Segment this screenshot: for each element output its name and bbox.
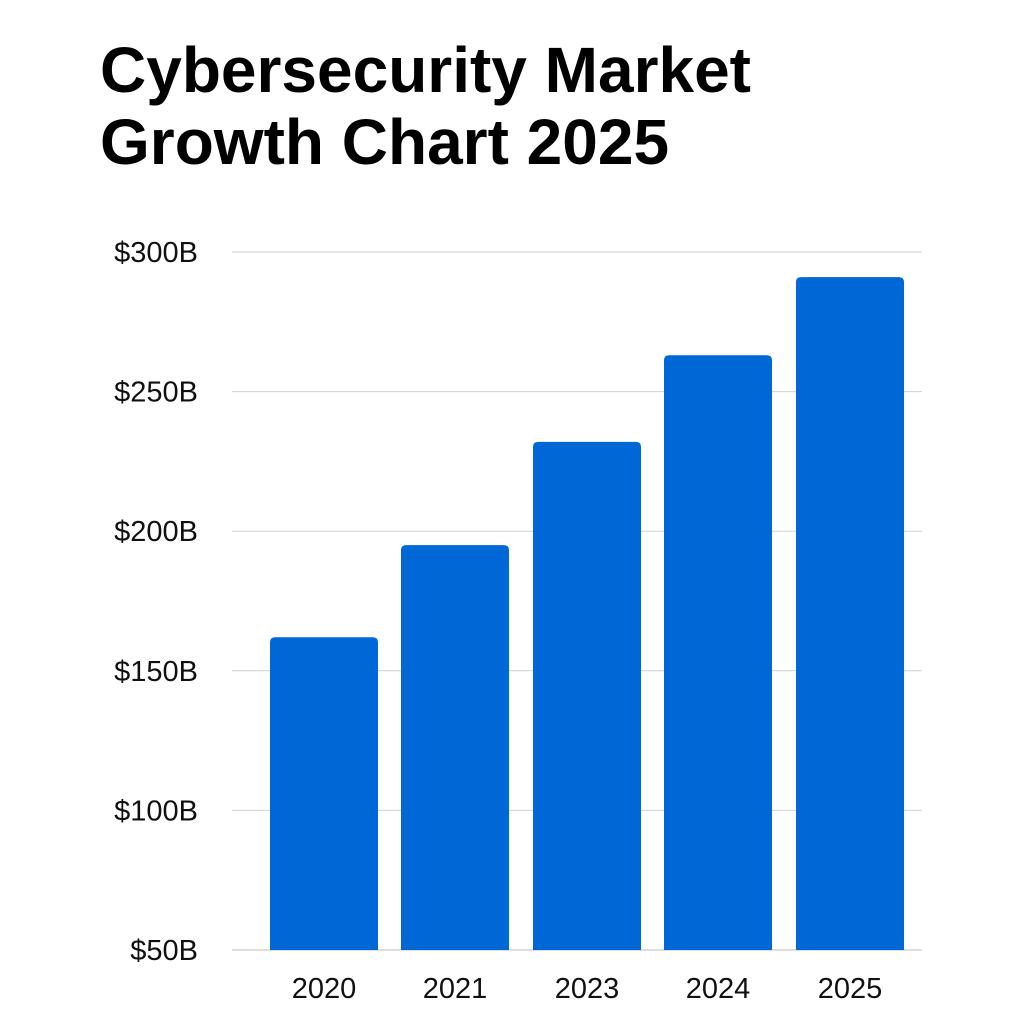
bars [270,277,904,951]
x-axis-tick-labels: 2020 2021 2023 2024 2025 [292,973,883,1005]
chart-title-line-2: Growth Chart 2025 [100,106,670,178]
x-tick-label: 2024 [686,973,751,1005]
y-tick-label: $200B [114,516,198,548]
x-tick-label: 2020 [292,973,357,1005]
bar-2020 [270,637,378,950]
x-tick-label: 2023 [555,973,620,1005]
bar-2023 [533,441,641,950]
bar-2024 [664,355,772,951]
y-tick-label: $250B [114,377,198,409]
bar-2025 [796,277,904,950]
y-axis-tick-labels: $50B $100B $150B $200B $250B $300B [114,237,198,967]
y-tick-label: $300B [114,237,198,269]
chart-title: Cybersecurity Market Growth Chart 2025 [100,34,980,178]
x-tick-label: 2021 [423,973,488,1005]
y-tick-label: $100B [114,795,198,827]
x-tick-label: 2025 [818,973,883,1005]
chart-title-line-1: Cybersecurity Market [100,34,751,106]
y-tick-label: $150B [114,656,198,688]
y-tick-label: $50B [130,935,198,967]
bar-2021 [401,545,509,950]
